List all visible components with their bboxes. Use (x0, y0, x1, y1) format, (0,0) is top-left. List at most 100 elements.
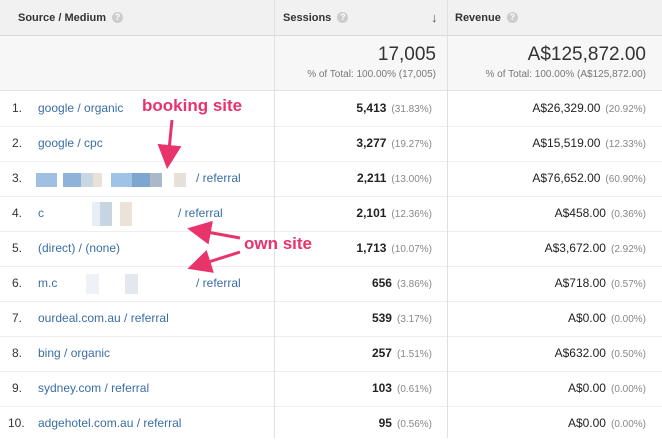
revenue-cell: A$0.00 (0.00%) (568, 301, 646, 336)
sessions-total: 17,005 (377, 44, 436, 65)
row-index: 7. (12, 311, 23, 325)
revenue-value: A$0.00 (567, 311, 606, 325)
revenue-value: A$15,519.00 (532, 136, 601, 150)
sessions-value: 2,211 (357, 171, 387, 185)
revenue-value: A$458.00 (554, 206, 606, 220)
sort-descending-icon[interactable]: ↓ (431, 10, 438, 25)
row-index: 1. (12, 101, 23, 115)
revenue-value: A$3,672.00 (544, 241, 606, 255)
source-prefix[interactable]: c (38, 206, 44, 220)
annotation-own-site: own site (244, 234, 313, 253)
row-index: 8. (12, 346, 23, 360)
revenue-cell: A$15,519.00 (12.33%) (532, 126, 646, 161)
revenue-value: A$632.00 (554, 346, 606, 360)
redacted-blur (80, 202, 180, 226)
help-icon[interactable]: ? (112, 12, 124, 23)
sessions-value: 257 (371, 346, 392, 360)
source-link[interactable]: google / cpc (38, 136, 103, 150)
sessions-pct: (31.83%) (391, 104, 432, 115)
header-sessions-label: Sessions (283, 11, 332, 24)
sessions-cell: 656 (3.86%) (372, 266, 432, 301)
revenue-cell: A$3,672.00 (2.92%) (545, 231, 646, 266)
sessions-cell: 2,211 (13.00%) (357, 161, 432, 196)
revenue-pct: (0.00%) (610, 384, 646, 395)
revenue-cell: A$718.00 (0.57%) (555, 266, 646, 301)
revenue-value: A$76,652.00 (532, 171, 601, 185)
sessions-cell: 5,413 (31.83%) (356, 91, 432, 126)
sessions-cell: 2,101 (12.36%) (356, 196, 432, 231)
row-index: 9. (12, 381, 23, 395)
sessions-value: 95 (378, 416, 392, 430)
source-link[interactable]: adgehotel.com.au / referral (38, 416, 182, 430)
table-row: 10. adgehotel.com.au / referral 95 (0.56%… (0, 406, 662, 441)
revenue-value: A$26,329.00 (532, 101, 601, 115)
source-link[interactable]: sydney.com / referral (38, 381, 150, 395)
table-row: 4. c / referral 2,101 (12.36%) A$458.00 (0… (0, 196, 662, 232)
totals-row: 17,005 % of Total: 100.00% (17,005) A$12… (0, 36, 662, 91)
header-revenue-label: Revenue (455, 11, 501, 24)
sessions-cell: 103 (0.61%) (372, 371, 432, 406)
revenue-cell: A$76,652.00 (60.90%) (532, 161, 646, 196)
row-index: 6. (12, 276, 23, 290)
table-row: 7. ourdeal.com.au / referral 539 (3.17%) … (0, 301, 662, 337)
row-index: 5. (12, 241, 23, 255)
table-row: 2. google / cpc 3,277 (19.27%) A$15,519.0… (0, 126, 662, 162)
revenue-pct: (2.92%) (610, 244, 646, 255)
table-row: 1. google / organic 5,413 (31.83%) A$26,3… (0, 91, 662, 127)
sessions-pct: (19.27%) (391, 139, 432, 150)
sessions-pct: (0.56%) (396, 419, 432, 430)
revenue-cell: A$458.00 (0.36%) (555, 196, 646, 231)
sessions-pct: (3.86%) (396, 279, 432, 290)
revenue-cell: A$0.00 (0.00%) (568, 371, 646, 406)
annotation-booking-site: booking site (142, 96, 243, 115)
help-icon[interactable]: ? (506, 12, 518, 23)
revenue-value: A$718.00 (554, 276, 606, 290)
revenue-pct: (0.36%) (610, 209, 646, 220)
revenue-total: A$125,872.00 (527, 44, 646, 65)
source-link[interactable]: / referral (196, 276, 241, 290)
header-sessions[interactable]: Sessions ? (283, 0, 349, 35)
sessions-value: 1,713 (356, 241, 387, 255)
row-index: 3. (12, 171, 23, 185)
table-row: 5. (direct) / (none) 1,713 (10.07%) A$3,6… (0, 231, 662, 267)
header-revenue[interactable]: Revenue ? (455, 0, 518, 35)
source-link[interactable]: bing / organic (38, 346, 111, 360)
revenue-value: A$0.00 (567, 381, 606, 395)
help-icon[interactable]: ? (337, 12, 349, 23)
sessions-cell: 539 (3.17%) (372, 301, 432, 336)
revenue-pct: (0.50%) (610, 349, 646, 360)
table-row: 3. / referral 2,211 (13.00%) A$76,652.00 (… (0, 161, 662, 197)
column-divider (274, 0, 275, 438)
header-source-medium[interactable]: Source / Medium ? (18, 0, 124, 35)
row-index: 10. (8, 416, 25, 430)
source-link[interactable]: / referral (178, 206, 223, 220)
table-row: 6. m.c / referral 656 (3.86%) A$718.00 (0.… (0, 266, 662, 302)
source-link[interactable]: ourdeal.com.au / referral (38, 311, 169, 325)
sessions-pct: (1.51%) (396, 349, 432, 360)
column-divider (447, 0, 448, 438)
sessions-pct: (3.17%) (396, 314, 432, 325)
revenue-pct: (0.57%) (610, 279, 646, 290)
sessions-value: 656 (371, 276, 392, 290)
redacted-blur (60, 274, 190, 294)
table-row: 9. sydney.com / referral 103 (0.61%) A$0.… (0, 371, 662, 407)
source-link[interactable]: google / organic (38, 101, 124, 115)
redacted-blur (36, 173, 186, 187)
revenue-cell: A$26,329.00 (20.92%) (532, 91, 646, 126)
sessions-cell: 1,713 (10.07%) (356, 231, 432, 266)
sessions-value: 3,277 (356, 136, 387, 150)
source-link[interactable]: (direct) / (none) (38, 241, 121, 255)
sessions-pct: (10.07%) (391, 244, 432, 255)
table-header: Source / Medium ? Sessions ? ↓ Revenue ? (0, 0, 662, 36)
revenue-pct: (0.00%) (610, 419, 646, 430)
revenue-pct: (12.33%) (605, 139, 646, 150)
row-index: 4. (12, 206, 23, 220)
source-prefix[interactable]: m.c (38, 276, 58, 290)
revenue-total-sub: % of Total: 100.00% (A$125,872.00) (485, 69, 646, 80)
revenue-cell: A$0.00 (0.00%) (568, 406, 646, 441)
sessions-pct: (13.00%) (391, 174, 432, 185)
sessions-pct: (0.61%) (396, 384, 432, 395)
revenue-cell: A$632.00 (0.50%) (555, 336, 646, 371)
sessions-value: 539 (371, 311, 392, 325)
source-link[interactable]: / referral (196, 171, 241, 185)
